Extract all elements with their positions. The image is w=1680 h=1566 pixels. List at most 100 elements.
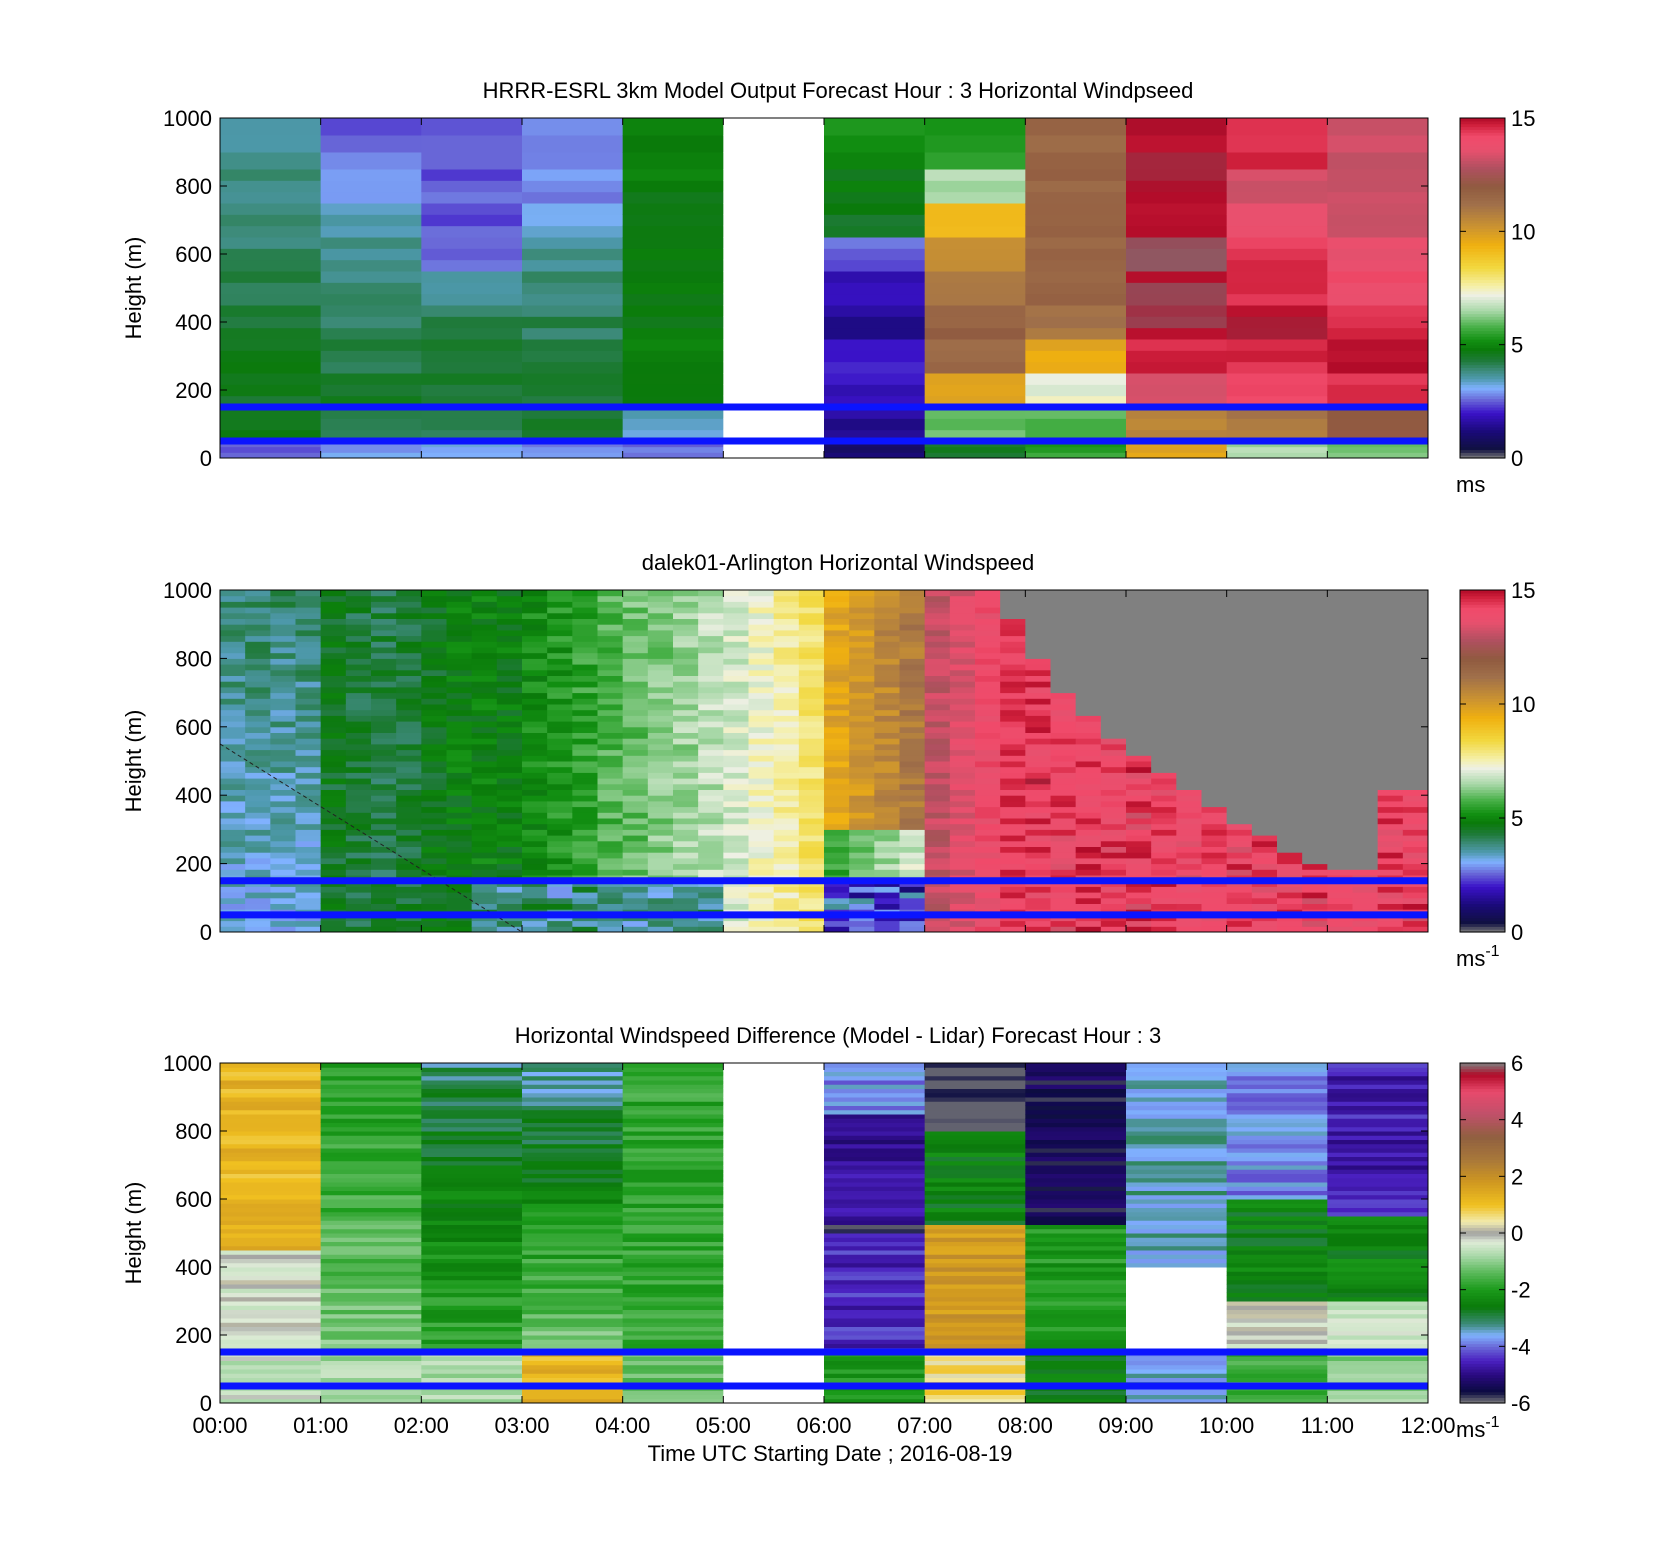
heatmap-cell [1352, 795, 1379, 802]
heatmap-cell [1050, 766, 1077, 773]
heatmap-cell [1075, 761, 1102, 768]
heatmap-cell [1251, 846, 1278, 853]
heatmap-cell [522, 755, 548, 762]
heatmap-cell [673, 692, 699, 699]
heatmap-cell [320, 749, 347, 756]
heatmap-cell [572, 840, 598, 847]
heatmap-cell [1000, 846, 1026, 853]
heatmap-cell [1226, 795, 1253, 802]
heatmap-cell [345, 783, 372, 790]
heatmap-cell [270, 647, 296, 654]
heatmap-cell [949, 772, 976, 779]
heatmap-cell [396, 692, 422, 699]
heatmap-cell [1277, 629, 1303, 637]
heatmap-cell [723, 1237, 825, 1242]
heatmap-cell [1226, 669, 1253, 676]
heatmap-cell [924, 818, 951, 825]
heatmap-cell [421, 800, 447, 808]
heatmap-cell [622, 1105, 724, 1111]
heatmap-cell [698, 715, 724, 722]
heatmap-cell [1126, 863, 1152, 870]
heatmap-cell [849, 886, 875, 893]
heatmap-cell [622, 635, 649, 642]
heatmap-cell [320, 846, 347, 853]
heatmap-cell [220, 339, 322, 351]
heatmap-cell [1226, 783, 1253, 790]
heatmap-cell [924, 1275, 1026, 1281]
heatmap-cell [1352, 778, 1379, 785]
heatmap-cell [1327, 618, 1353, 625]
colorbar-segment [1460, 1363, 1505, 1367]
heatmap-cell [874, 726, 900, 733]
heatmap-cell [1402, 897, 1429, 904]
heatmap-cell [522, 1326, 624, 1332]
colorbar-segment [1460, 909, 1505, 913]
heatmap-cell [1176, 675, 1202, 682]
heatmap-cell [295, 806, 322, 813]
heatmap-cell [270, 806, 296, 813]
heatmap-cell [421, 203, 523, 215]
heatmap-cell [723, 350, 825, 363]
heatmap-cell [1201, 892, 1228, 899]
colorbar-segment [1460, 1210, 1505, 1214]
heatmap-cell [220, 1160, 322, 1166]
heatmap-cell [673, 647, 699, 654]
x-tick-label: 10:00 [1199, 1413, 1254, 1438]
heatmap-cell [1201, 789, 1228, 796]
heatmap-cell [622, 886, 649, 893]
heatmap-cell [975, 749, 1001, 756]
heatmap-cell [698, 778, 724, 785]
heatmap-cell [572, 852, 598, 859]
heatmap-cell [1226, 1220, 1328, 1225]
heatmap-cell [1126, 225, 1228, 238]
heatmap-cell [924, 612, 951, 619]
colorbar-segment [1460, 666, 1505, 671]
heatmap-cell [1377, 698, 1404, 705]
colorbar-tick-label: 15 [1511, 578, 1535, 603]
heatmap-cell [1327, 1394, 1429, 1400]
heatmap-cell [622, 1114, 724, 1119]
heatmap-cell [773, 686, 800, 694]
panel-title: HRRR-ESRL 3km Model Output Forecast Hour… [483, 78, 1194, 103]
heatmap-cell [597, 892, 624, 899]
heatmap-cell [1277, 835, 1303, 842]
heatmap-cell [899, 852, 926, 859]
heatmap-cell [421, 869, 447, 876]
heatmap-cell [396, 829, 422, 836]
heatmap-cell [1251, 920, 1278, 927]
heatmap-cell [245, 686, 271, 694]
heatmap-cell [798, 886, 825, 893]
colorbar-segment [1460, 421, 1505, 425]
heatmap-cell [1377, 704, 1404, 711]
heatmap-cell [1352, 738, 1379, 745]
heatmap-cell [421, 1067, 523, 1072]
heatmap-cell [320, 892, 347, 899]
heatmap-cell [723, 1330, 825, 1336]
heatmap-cell [1226, 1165, 1328, 1170]
heatmap-cell [421, 1241, 523, 1247]
heatmap-cell [824, 840, 850, 847]
colorbar-segment [1460, 1337, 1505, 1342]
colorbar-segment [1460, 1142, 1505, 1146]
y-tick-label: 1000 [163, 578, 212, 603]
heatmap-cell [773, 618, 800, 625]
heatmap-cell [597, 846, 624, 853]
heatmap-cell [572, 749, 598, 756]
heatmap-cell [1126, 903, 1152, 910]
heatmap-cell [1025, 1373, 1127, 1378]
heatmap-cell [1025, 835, 1051, 842]
heatmap-cell [1201, 829, 1228, 836]
heatmap-cell [1327, 698, 1353, 705]
heatmap-cell [1201, 863, 1228, 870]
heatmap-cell [723, 704, 749, 711]
heatmap-cell [798, 761, 825, 768]
heatmap-cell [547, 840, 573, 847]
colorbar-segment [1460, 1312, 1505, 1316]
y-tick-label: 200 [175, 378, 212, 403]
heatmap-cell [899, 835, 926, 842]
heatmap-cell [622, 1160, 724, 1166]
heatmap-cell [748, 835, 775, 842]
heatmap-cell [471, 624, 498, 631]
heatmap-cell [748, 846, 775, 853]
heatmap-cell [396, 686, 422, 694]
